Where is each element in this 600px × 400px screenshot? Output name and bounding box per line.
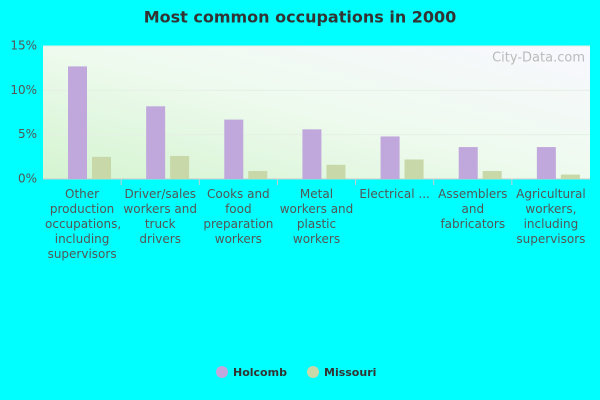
y-tick-label: 0% — [18, 172, 37, 186]
bar — [68, 66, 87, 179]
legend-swatch — [307, 366, 319, 378]
bar — [146, 106, 166, 179]
chart-title: Most common occupations in 2000 — [144, 8, 457, 27]
legend-label: Holcomb — [233, 366, 287, 379]
bar — [404, 159, 424, 179]
bar — [92, 156, 111, 179]
x-tick-label: Assemblers and fabricators — [438, 187, 508, 231]
bar — [380, 136, 400, 179]
bar — [560, 174, 580, 179]
x-tick-label: Driver/sales workers and truck drivers — [123, 187, 197, 246]
bar — [458, 147, 478, 179]
y-tick-label: 10% — [10, 83, 37, 97]
watermark: City-Data.com — [492, 51, 585, 66]
legend-swatch — [216, 366, 228, 378]
bar — [302, 129, 322, 179]
x-tick-label: Agricultural workers, including supervis… — [516, 187, 586, 246]
bar — [536, 147, 556, 179]
y-tick-label: 5% — [18, 127, 37, 141]
bar — [326, 164, 346, 179]
bar — [482, 171, 502, 179]
x-tick-label: Metal workers and plastic workers — [279, 187, 354, 246]
bar — [248, 171, 268, 179]
y-tick-label: 15% — [10, 39, 37, 53]
x-tick-label: Cooks and food preparation workers — [203, 187, 274, 246]
x-tick-label: Other production occupations, including … — [45, 187, 122, 261]
bar — [224, 119, 244, 179]
bar — [170, 155, 190, 179]
legend-label: Missouri — [324, 366, 376, 379]
x-tick-label: Electrical ... — [359, 187, 430, 201]
